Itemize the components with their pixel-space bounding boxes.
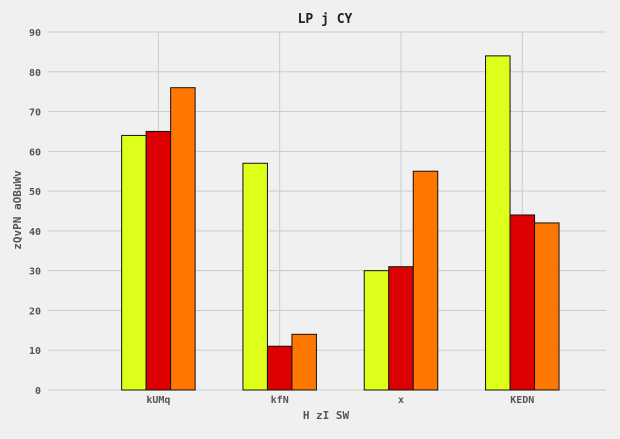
bar-kUMq-2 [145,130,172,391]
y-axis-label: zQvPN aOBuWv [11,170,24,250]
bar-kfN-3 [291,333,317,391]
bar-x-2 [388,266,414,391]
y-tick-label: 0 [35,386,41,397]
x-tick-label: KEDN [510,395,534,406]
y-tick-label: 80 [29,68,41,79]
bar-layer [121,55,560,391]
x-axis-label: H zI SW [303,409,350,422]
x-tick-label: x [398,395,404,406]
bar-KEDN-1 [485,55,511,391]
bar-KEDN-2 [509,214,536,391]
y-tick-label: 30 [29,267,41,278]
x-tick-label: kUMq [146,395,170,406]
y-tick-label: 50 [29,187,41,198]
bar-x-3 [412,170,439,391]
bar-kfN-1 [242,162,268,391]
y-tick-label: 10 [29,346,41,357]
y-tick-label: 90 [29,28,41,39]
bar-x-1 [363,270,390,391]
x-tick-label: kfN [271,395,289,406]
chart-title: LP j CY [298,12,353,27]
bar-kUMq-3 [170,87,196,391]
y-tick-label: 70 [29,108,41,119]
bar-kUMq-1 [121,134,147,391]
y-tick-label: 40 [29,227,41,238]
y-tick-label: 60 [29,147,41,158]
tick-layer: 0 10 20 30 40 50 60 70 80 90 kUMq kfN x KEDN [29,28,534,406]
y-tick-label: 20 [29,306,41,317]
bar-kfN-2 [266,345,293,391]
bar-KEDN-3 [534,222,560,391]
